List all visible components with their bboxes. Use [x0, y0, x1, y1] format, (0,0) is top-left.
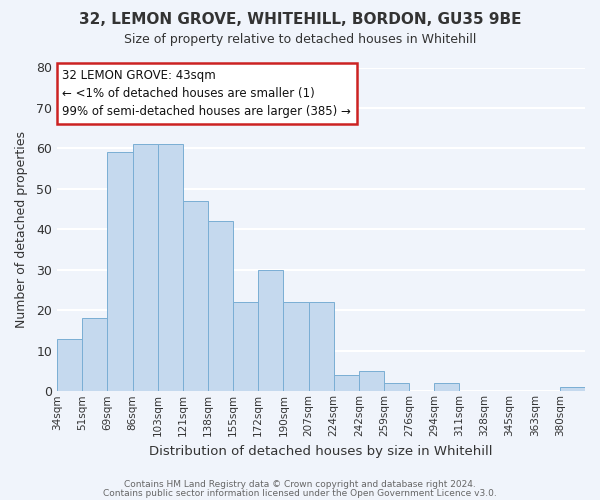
Text: 32 LEMON GROVE: 43sqm
← <1% of detached houses are smaller (1)
99% of semi-detac: 32 LEMON GROVE: 43sqm ← <1% of detached …: [62, 69, 352, 118]
Bar: [384, 383, 409, 392]
X-axis label: Distribution of detached houses by size in Whitehill: Distribution of detached houses by size …: [149, 444, 493, 458]
Bar: [57, 338, 82, 392]
Bar: [258, 270, 283, 392]
Bar: [308, 302, 334, 392]
Text: Contains public sector information licensed under the Open Government Licence v3: Contains public sector information licen…: [103, 488, 497, 498]
Bar: [82, 318, 107, 392]
Y-axis label: Number of detached properties: Number of detached properties: [15, 131, 28, 328]
Text: Size of property relative to detached houses in Whitehill: Size of property relative to detached ho…: [124, 32, 476, 46]
Text: Contains HM Land Registry data © Crown copyright and database right 2024.: Contains HM Land Registry data © Crown c…: [124, 480, 476, 489]
Bar: [208, 222, 233, 392]
Bar: [359, 371, 384, 392]
Bar: [133, 144, 158, 392]
Bar: [334, 375, 359, 392]
Bar: [107, 152, 133, 392]
Bar: [158, 144, 183, 392]
Bar: [233, 302, 258, 392]
Bar: [434, 383, 460, 392]
Text: 32, LEMON GROVE, WHITEHILL, BORDON, GU35 9BE: 32, LEMON GROVE, WHITEHILL, BORDON, GU35…: [79, 12, 521, 28]
Bar: [560, 387, 585, 392]
Bar: [183, 201, 208, 392]
Bar: [283, 302, 308, 392]
